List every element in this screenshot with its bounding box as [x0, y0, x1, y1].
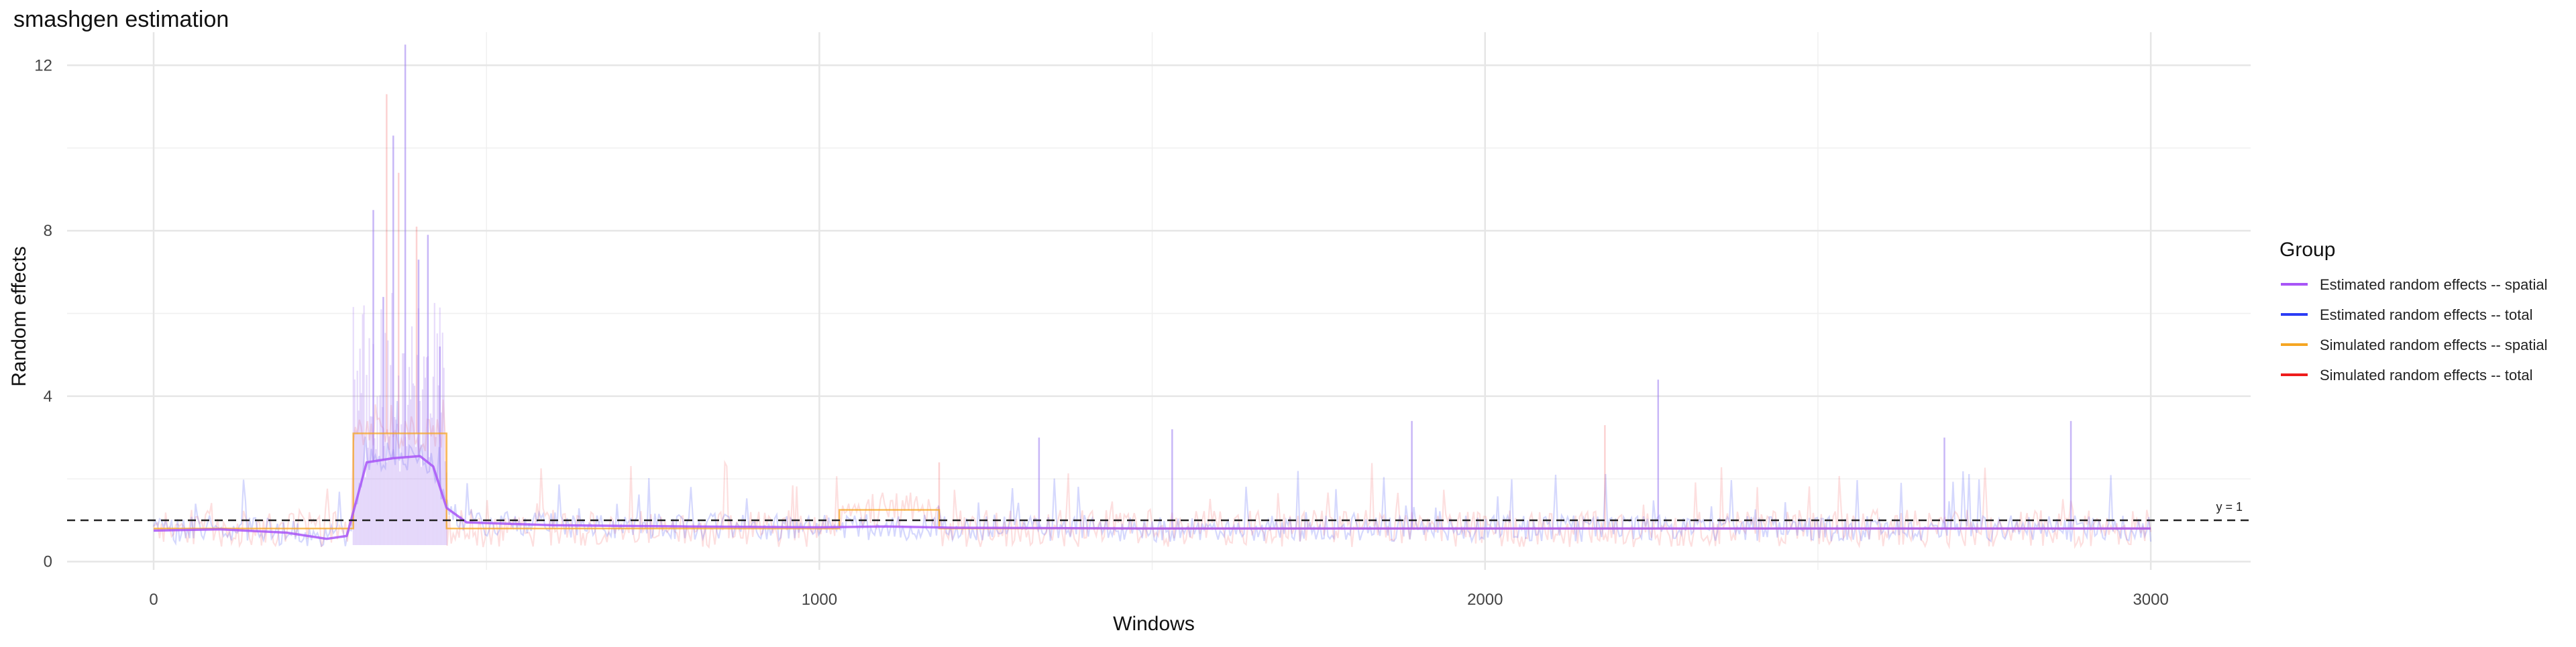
- legend-title: Group: [2279, 239, 2335, 261]
- x-axis-label: Windows: [1113, 613, 1195, 635]
- x-tick-label: 1000: [802, 591, 837, 609]
- legend-label: Simulated random effects -- total: [2320, 367, 2533, 384]
- x-tick-label: 0: [149, 591, 158, 609]
- legend-item: Simulated random effects -- total: [2281, 367, 2533, 384]
- y-tick-label: 4: [44, 388, 52, 406]
- y-tick-label: 8: [44, 222, 52, 240]
- grid: [67, 32, 2251, 570]
- legend: Group Estimated random effects -- spatia…: [2279, 239, 2548, 384]
- x-tick-label: 2000: [1467, 591, 1503, 609]
- x-tick-label: 3000: [2133, 591, 2168, 609]
- reference-line-label: y = 1: [2216, 500, 2243, 514]
- legend-item: Simulated random effects -- spatial: [2281, 337, 2548, 353]
- reference-line-group: y = 1: [67, 500, 2251, 522]
- legend-item: Estimated random effects -- spatial: [2281, 276, 2548, 293]
- series-estimated-spatial: [153, 455, 2151, 540]
- series-simulated-spatial: [154, 432, 2151, 530]
- series-estimated-total: [152, 401, 2152, 547]
- legend-item: Estimated random effects -- total: [2281, 306, 2533, 323]
- y-tick-label: 0: [44, 553, 52, 571]
- chart-title: smashgen estimation: [13, 7, 229, 32]
- axes: 0 1000 2000 3000 0 4 8 12: [34, 56, 2169, 609]
- y-tick-label: 12: [34, 56, 52, 74]
- legend-label: Simulated random effects -- spatial: [2320, 337, 2548, 353]
- legend-label: Estimated random effects -- total: [2320, 306, 2533, 323]
- data-area: [152, 44, 2152, 550]
- y-axis-label: Random effects: [8, 246, 30, 387]
- legend-label: Estimated random effects -- spatial: [2320, 276, 2548, 293]
